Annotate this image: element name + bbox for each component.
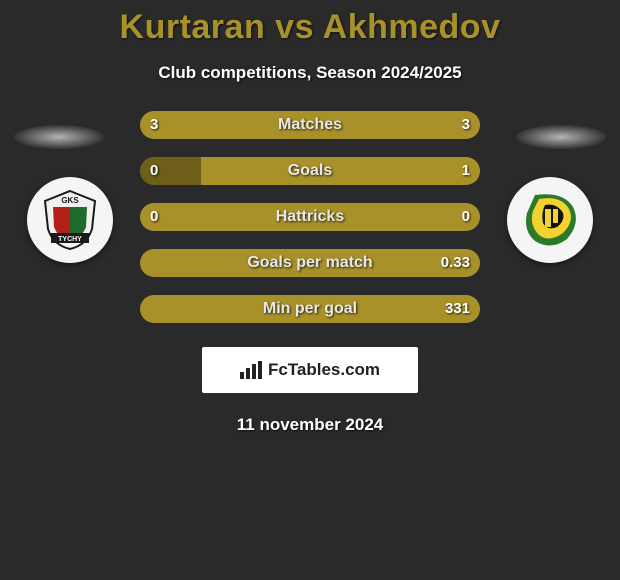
page-title: Kurtaran vs Akhmedov [0,8,620,47]
comparison-area: GKS TYCHY 3 Matches 3 0 Goals 1 [0,111,620,435]
badge-shadow-left [14,125,104,149]
player-badge-right [507,177,593,263]
stat-label: Min per goal [140,295,480,323]
stat-value-right: 331 [435,295,480,323]
stat-value-right: 0.33 [431,249,480,277]
svg-text:TYCHY: TYCHY [58,236,82,243]
footer-date: 11 november 2024 [0,415,620,435]
stat-row: Min per goal 331 [140,295,480,323]
badge-shadow-right [516,125,606,149]
stat-row: 3 Matches 3 [140,111,480,139]
source-logo: FcTables.com [202,347,418,393]
stat-value-right: 1 [452,157,480,185]
svg-text:GKS: GKS [61,196,79,205]
club-crest-right-icon [515,185,585,255]
stat-value-right: 3 [452,111,480,139]
stat-label: Matches [140,111,480,139]
stat-value-left: 3 [140,111,168,139]
stat-value-right: 0 [452,203,480,231]
source-logo-text: FcTables.com [268,360,380,380]
bar-fill-left [140,157,201,185]
stat-label: Goals per match [140,249,480,277]
stat-bars: 3 Matches 3 0 Goals 1 0 Hattricks 0 Goal… [140,111,480,323]
stat-label: Hattricks [140,203,480,231]
header: Kurtaran vs Akhmedov Club competitions, … [0,0,620,83]
stat-value-left: 0 [140,203,168,231]
club-crest-left-icon: GKS TYCHY [37,187,103,253]
stat-row: 0 Goals 1 [140,157,480,185]
player-badge-left: GKS TYCHY [27,177,113,263]
stat-row: 0 Hattricks 0 [140,203,480,231]
page-subtitle: Club competitions, Season 2024/2025 [0,63,620,83]
bar-chart-icon [240,361,262,379]
stat-row: Goals per match 0.33 [140,249,480,277]
